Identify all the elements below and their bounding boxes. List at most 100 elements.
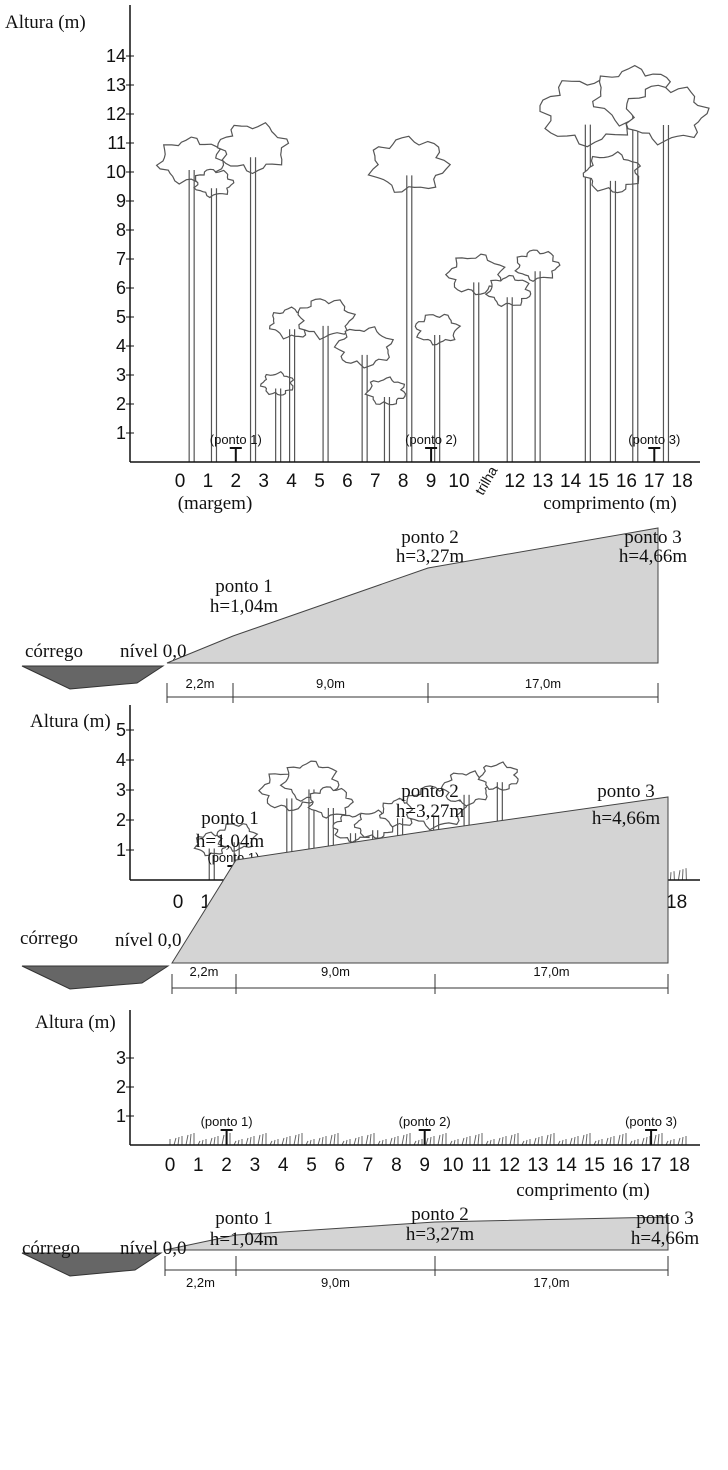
x-tick-label: 12 <box>499 1155 520 1176</box>
x-tick-label: 12 <box>504 471 525 492</box>
point-height: h=3,27m <box>406 1224 474 1245</box>
y-axis-label: Altura (m) <box>35 1012 116 1033</box>
distance-label: 2,2m <box>186 1275 215 1290</box>
x-tick-label: 0 <box>173 892 184 913</box>
point-height: h=1,04m <box>210 596 278 617</box>
x-tick-label: 10 <box>442 1155 463 1176</box>
y-tick-label: 12 <box>106 104 126 124</box>
x-tick-label: 7 <box>363 1155 374 1176</box>
terrain <box>171 796 669 964</box>
x-tick-label: 8 <box>391 1155 402 1176</box>
x-tick-label: 17 <box>644 471 665 492</box>
x-axis-label: comprimento (m) <box>516 1180 650 1201</box>
point-name: ponto 3 <box>624 527 682 548</box>
tree-crown <box>364 376 407 406</box>
point-name: ponto 3 <box>636 1208 694 1229</box>
x-origin-label: (margem) <box>178 493 253 514</box>
distance-label: 17,0m <box>525 676 561 691</box>
point-marker <box>648 447 661 462</box>
y-tick-label: 5 <box>116 720 126 740</box>
x-tick-label: 5 <box>314 471 325 492</box>
point-marker-label: (ponto 3) <box>628 432 680 447</box>
x-tick-label: 0 <box>165 1155 176 1176</box>
point-marker-label: (ponto 1) <box>201 1114 253 1129</box>
y-tick-label: 2 <box>116 810 126 830</box>
tree-crown <box>216 823 259 852</box>
terrain <box>164 1216 669 1251</box>
x-tick-label: 18 <box>669 1155 690 1176</box>
point-height: h=1,04m <box>210 1229 278 1250</box>
y-tick-label: 4 <box>116 336 126 356</box>
y-tick-label: 2 <box>116 1077 126 1097</box>
y-tick-label: 6 <box>116 278 126 298</box>
distance-label: 9,0m <box>321 964 350 979</box>
y-tick-label: 9 <box>116 191 126 211</box>
x-tick-label: 4 <box>286 471 297 492</box>
terrain-profile: córrego nível 0,0 ponto 1h=1,04m ponto 2h=3… <box>20 781 669 994</box>
level-label: nível 0,0 <box>120 1238 187 1259</box>
point-height: h=3,27m <box>396 546 464 567</box>
y-tick-label: 4 <box>116 750 126 770</box>
point-height: h=3,27m <box>396 801 464 822</box>
point-name: ponto 1 <box>215 1208 273 1229</box>
stream <box>21 1252 163 1277</box>
x-tick-label: 3 <box>258 471 269 492</box>
grass <box>169 1133 687 1146</box>
level-label: nível 0,0 <box>120 641 187 662</box>
x-tick-label: 1 <box>203 471 214 492</box>
y-tick-label: 13 <box>106 75 126 95</box>
tree-crown <box>514 249 561 282</box>
y-tick-label: 1 <box>116 1106 126 1126</box>
tree-crown <box>193 168 235 199</box>
point-marker <box>418 1129 431 1145</box>
y-tick-label: 11 <box>107 133 126 153</box>
x-tick-label: 5 <box>306 1155 317 1176</box>
point-name: ponto 2 <box>411 1204 469 1225</box>
point-marker <box>229 447 242 462</box>
x-tick-label: 16 <box>612 1155 633 1176</box>
y-tick-label: 3 <box>116 1048 126 1068</box>
x-tick-label: 7 <box>370 471 381 492</box>
tree-crown <box>582 151 642 194</box>
x-tick-label: 9 <box>419 1155 430 1176</box>
tree-crown <box>477 761 519 791</box>
point-height: h=4,66m <box>592 808 660 829</box>
x-tick-label: 18 <box>666 892 687 913</box>
distance-label: 9,0m <box>316 676 345 691</box>
point-marker <box>425 447 438 462</box>
terrain <box>166 527 659 664</box>
point-name: ponto 1 <box>201 808 259 829</box>
stream <box>21 965 170 990</box>
terrain-profile: córrego nível 0,0 ponto 1h=1,04m ponto 2h=3… <box>21 1204 699 1290</box>
tree-crown <box>484 274 532 308</box>
distance-label: 9,0m <box>321 1275 350 1290</box>
y-tick-label: 5 <box>116 307 126 327</box>
x-tick-label: 6 <box>342 471 353 492</box>
level-label: nível 0,0 <box>115 930 182 951</box>
point-marker-label: (ponto 1) <box>210 432 262 447</box>
tree-crown <box>259 370 295 396</box>
tree-crown <box>297 298 357 341</box>
x-tick-label: 14 <box>556 1155 578 1176</box>
y-axis-label: Altura (m) <box>30 711 111 732</box>
y-tick-label: 10 <box>106 162 126 182</box>
point-marker-label: (ponto 3) <box>625 1114 677 1129</box>
tree-crown <box>216 121 290 175</box>
point-marker <box>220 1129 233 1145</box>
point-name: ponto 2 <box>401 781 459 802</box>
x-tick-label: 13 <box>532 471 553 492</box>
x-tick-label: 8 <box>398 471 409 492</box>
point-name: ponto 1 <box>215 576 273 597</box>
y-tick-label: 1 <box>116 840 126 860</box>
x-tick-label: 1 <box>193 1155 204 1176</box>
point-height: h=4,66m <box>619 546 687 567</box>
x-tick-label: 11 <box>471 1155 491 1176</box>
tree-crown <box>307 786 354 819</box>
distance-label: 2,2m <box>186 676 215 691</box>
x-tick-label: 18 <box>672 471 693 492</box>
stream <box>21 665 165 690</box>
y-tick-label: 3 <box>116 780 126 800</box>
